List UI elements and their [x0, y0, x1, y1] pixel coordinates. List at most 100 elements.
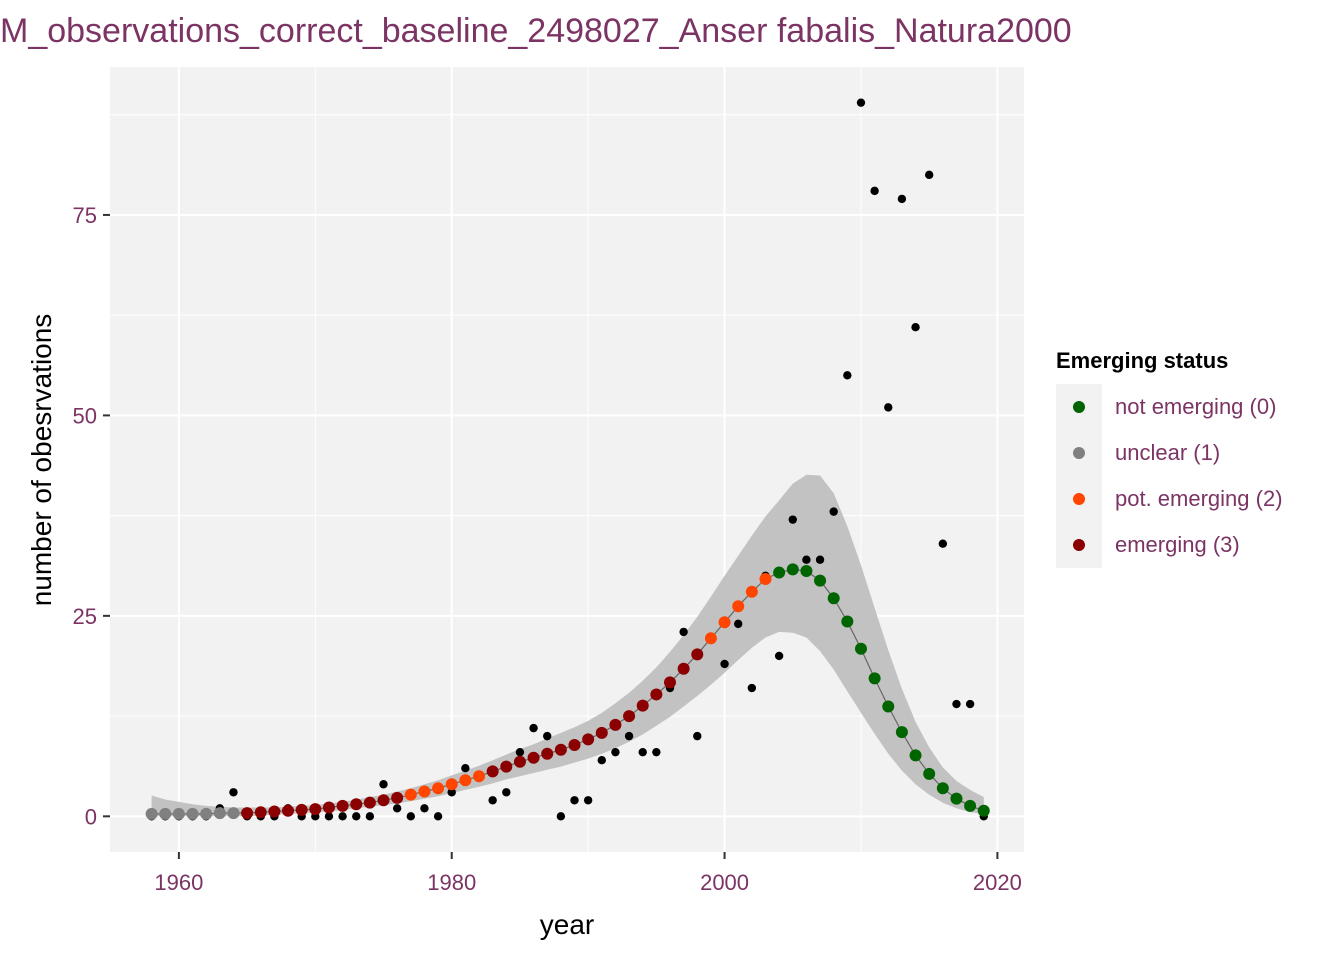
observed-point — [583, 796, 593, 805]
y-tick-label: 25 — [73, 604, 97, 629]
observed-point — [338, 812, 347, 821]
observed-point — [570, 796, 579, 805]
observed-point — [379, 780, 388, 789]
fitted-point — [759, 572, 772, 585]
fitted-point — [854, 642, 867, 655]
y-tick-label: 50 — [73, 403, 97, 428]
fitted-point — [254, 806, 267, 819]
fitted-point — [582, 733, 595, 746]
observed-point — [597, 755, 606, 765]
x-tick-label: 1980 — [427, 870, 476, 895]
fitted-point — [732, 600, 745, 613]
grid-lines — [110, 67, 1024, 852]
observed-point — [229, 788, 238, 797]
fitted-point — [486, 765, 499, 778]
observed-point — [529, 723, 538, 733]
fitted-point — [841, 615, 854, 628]
x-tick-label: 2000 — [700, 870, 749, 895]
observed-point — [788, 515, 797, 524]
observed-point — [843, 371, 852, 380]
fitted-point — [363, 796, 376, 809]
observed-point — [611, 747, 620, 757]
y-axis-title: number of obesrvations — [26, 314, 57, 607]
fitted-point — [923, 767, 936, 780]
fitted-point — [527, 751, 540, 764]
fitted-point — [786, 563, 799, 576]
axes-layer: 1960 1980 2000 2020 0 25 50 75 — [73, 203, 1022, 895]
legend-marker — [1073, 447, 1085, 459]
observed-point — [679, 627, 688, 637]
legend-marker — [1073, 539, 1085, 551]
observed-point — [734, 619, 743, 629]
y-tick-label: 0 — [85, 804, 97, 829]
observed-point — [461, 764, 470, 773]
fitted-point — [350, 798, 363, 811]
fitted-point — [241, 807, 254, 820]
legend-label: pot. emerging (2) — [1115, 486, 1283, 511]
observed-point — [406, 812, 416, 821]
observed-point — [924, 170, 934, 180]
fitted-point — [718, 616, 731, 629]
observed-point — [911, 322, 920, 332]
legend-item-not-emerging: not emerging (0) — [1056, 384, 1283, 430]
observed-point — [638, 747, 647, 757]
observed-point — [352, 812, 361, 821]
observed-point — [720, 659, 729, 669]
observed-point — [774, 651, 784, 661]
fitted-point — [554, 743, 567, 756]
legend-item-unclear: unclear (1) — [1056, 430, 1283, 476]
fitted-point — [636, 699, 649, 712]
legend-key — [1056, 384, 1102, 430]
fitted-point — [473, 770, 486, 783]
fitted-point — [595, 726, 608, 739]
fitted-point — [623, 710, 636, 723]
fitted-point — [704, 632, 717, 645]
fitted-point — [159, 807, 172, 820]
confidence-band-layer — [151, 474, 984, 817]
fitted-point — [445, 778, 458, 791]
fitted-point — [814, 574, 827, 587]
fitted-point — [172, 807, 185, 820]
observed-point — [324, 812, 334, 821]
fitted-point — [568, 738, 581, 751]
legend-label: unclear (1) — [1115, 440, 1221, 465]
fitted-point — [145, 807, 158, 820]
observed-point — [965, 699, 975, 709]
legend-title: Emerging status — [1056, 348, 1229, 373]
fitted-point — [964, 799, 977, 812]
fitted-point — [336, 799, 349, 812]
observed-point — [938, 539, 948, 548]
fitted-point — [609, 718, 622, 731]
fitted-point — [677, 662, 690, 675]
observed-point — [747, 683, 757, 693]
fitted-point — [432, 782, 445, 795]
fitted-point — [309, 803, 322, 816]
fitted-point — [936, 782, 949, 795]
legend-item-emerging: emerging (3) — [1056, 522, 1283, 568]
fitted-point — [322, 801, 335, 814]
fitted-point — [404, 788, 417, 801]
observed-point — [420, 804, 429, 813]
legend-key — [1056, 476, 1102, 522]
observed-point — [952, 699, 961, 709]
observed-point — [802, 555, 811, 564]
fitted-point — [663, 676, 676, 689]
fitted-point — [268, 805, 281, 818]
fitted-point — [800, 564, 813, 577]
fitted-point — [977, 804, 990, 817]
observed-point — [884, 403, 893, 412]
legend-marker — [1073, 493, 1085, 505]
fitted-point — [827, 592, 840, 605]
chart-title: M_observations_correct_baseline_2498027_… — [0, 12, 1072, 50]
fitted-point — [213, 807, 226, 820]
legend-label: not emerging (0) — [1115, 394, 1277, 419]
legend-key — [1056, 430, 1102, 476]
observed-point — [693, 731, 702, 741]
fitted-point — [909, 749, 922, 762]
observed-point — [365, 812, 375, 821]
observed-point — [556, 812, 566, 821]
fitted-point — [377, 794, 390, 807]
observed-point — [543, 731, 552, 741]
fitted-point — [200, 807, 213, 820]
